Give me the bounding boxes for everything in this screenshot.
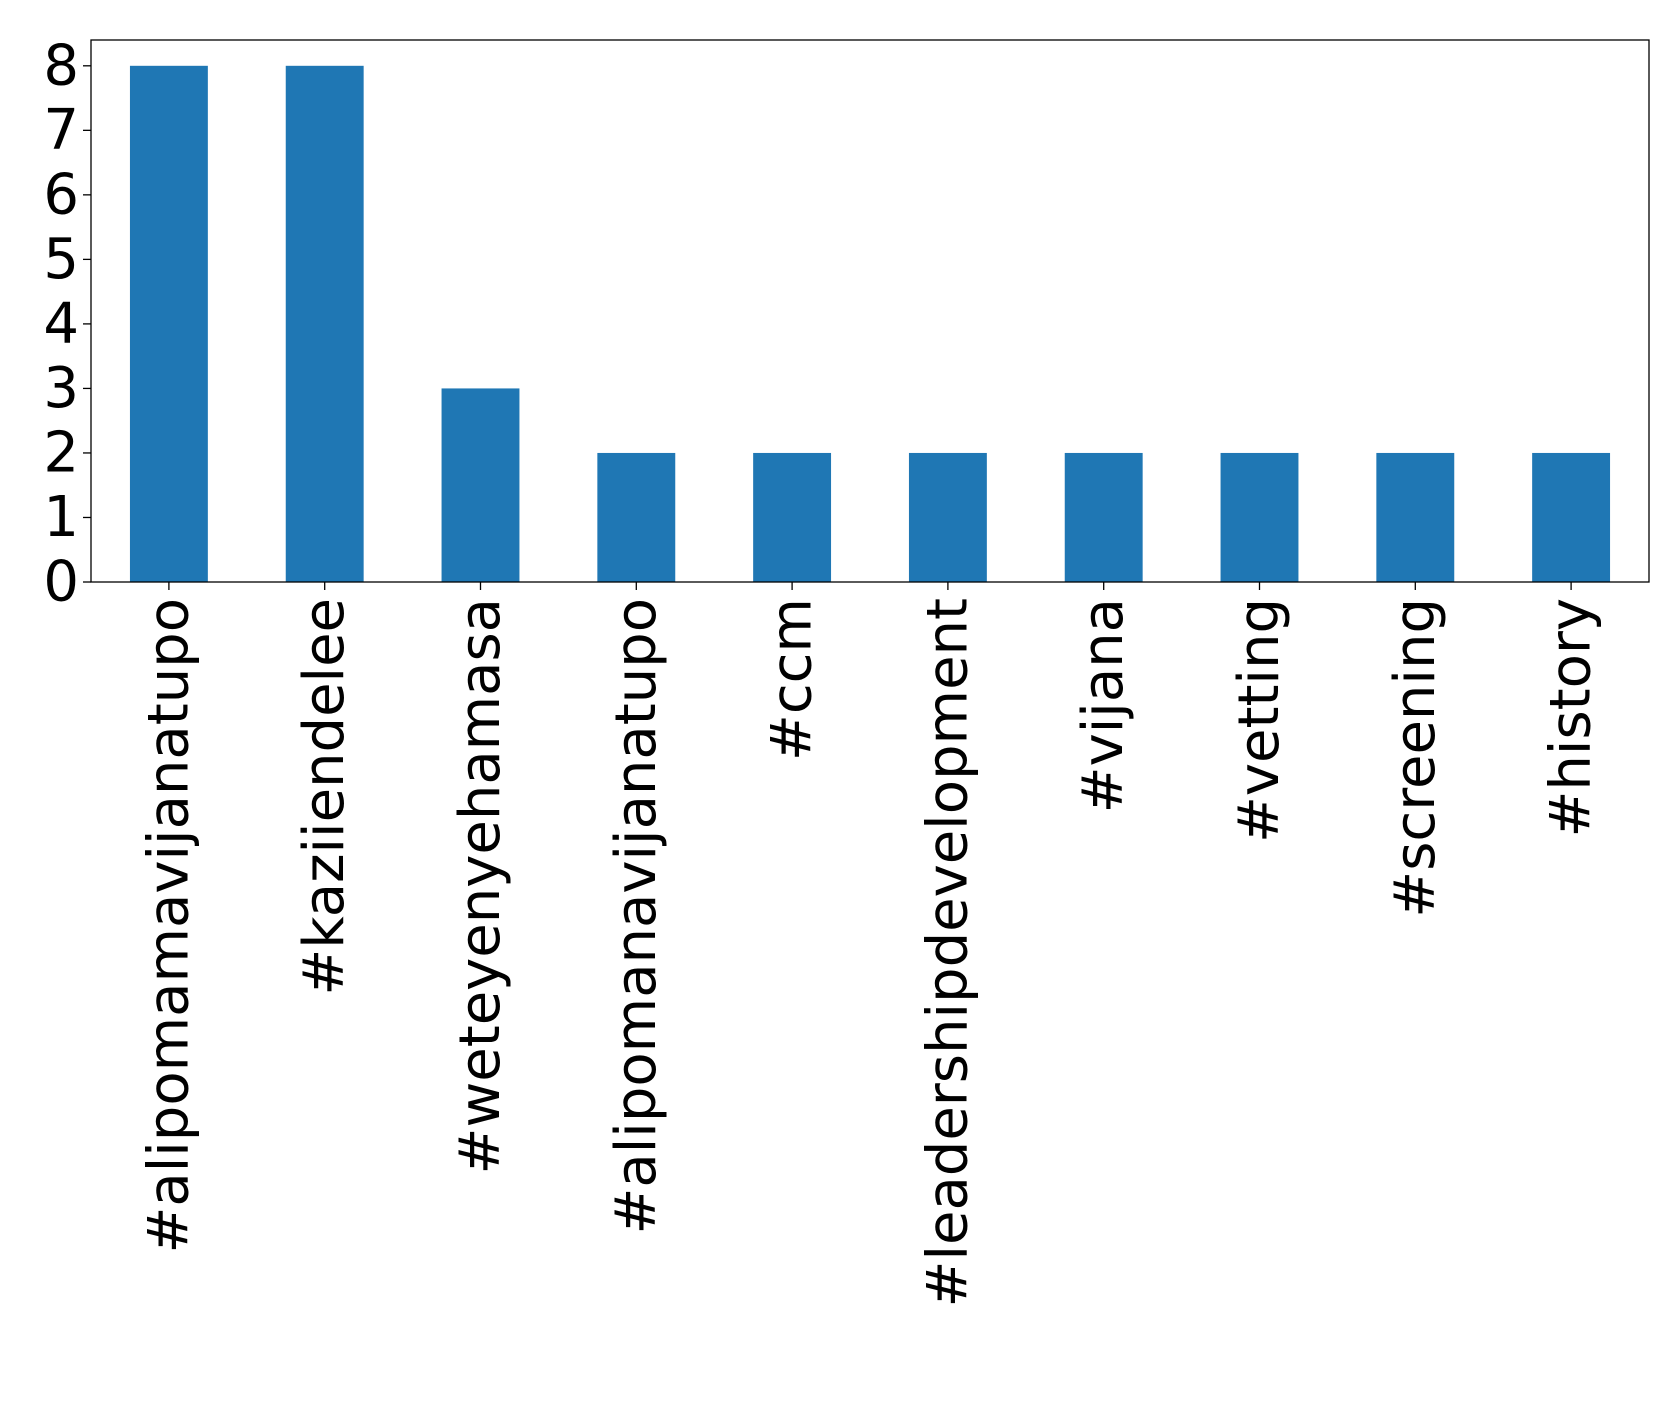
- bar: [597, 452, 676, 582]
- bar: [129, 65, 208, 583]
- y-tick-label: 4: [43, 291, 79, 356]
- bars-group: [129, 65, 1611, 583]
- x-tick-label: #kaziiendelee: [292, 598, 357, 996]
- x-tick-label: #alipomamavijanatupo: [136, 598, 201, 1254]
- y-tick-label: 6: [43, 162, 79, 227]
- bar: [908, 452, 987, 582]
- y-tick-label: 1: [43, 485, 79, 550]
- y-tick-label: 0: [43, 550, 79, 615]
- bar: [753, 452, 832, 582]
- y-tick-label: 5: [43, 227, 79, 292]
- bar: [285, 65, 364, 583]
- y-tick-label: 8: [43, 33, 79, 98]
- x-tick-label: #history: [1539, 598, 1604, 838]
- bar: [1532, 452, 1611, 582]
- bar: [441, 388, 520, 582]
- x-tick-label: #ccm: [760, 598, 825, 761]
- x-tick-label: #alipomanavijanatupo: [604, 598, 669, 1234]
- plot-frame: [90, 39, 1650, 583]
- x-tick-label: #screening: [1383, 598, 1448, 918]
- x-axis-ticks: #alipomamavijanatupo #kaziiendelee #weteye…: [136, 582, 1604, 1307]
- bar: [1376, 452, 1455, 582]
- x-tick-label: #leadershipdevelopment: [915, 598, 980, 1307]
- x-tick-label: #vijana: [1071, 598, 1136, 813]
- y-tick-label: 2: [43, 420, 79, 485]
- bar: [1220, 452, 1299, 582]
- x-tick-label: #vetting: [1227, 598, 1292, 843]
- x-tick-label: #weteyenyehamasa: [448, 598, 513, 1174]
- y-tick-label: 3: [43, 356, 79, 421]
- bar: [1064, 452, 1143, 582]
- y-tick-label: 7: [43, 98, 79, 163]
